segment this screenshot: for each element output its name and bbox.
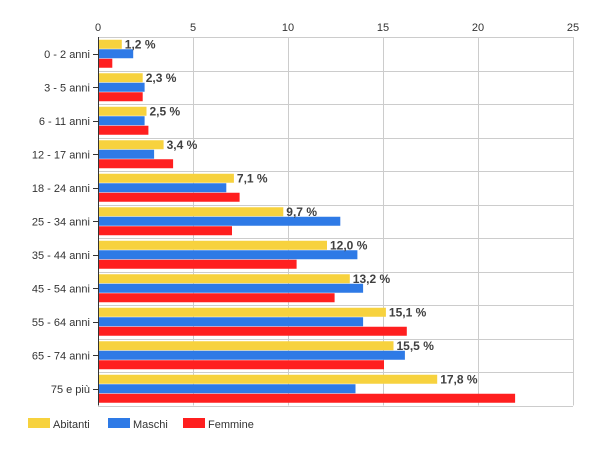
legend-label-femmine: Femmine: [208, 419, 254, 431]
bar-maschi: [99, 149, 155, 159]
bar-maschi: [99, 317, 364, 327]
legend-swatch-maschi: [108, 418, 130, 428]
data-label: 2,5 %: [150, 104, 181, 118]
bar-femmine: [99, 58, 113, 68]
data-label: 9,7 %: [286, 205, 317, 219]
bar-abitanti: [99, 374, 438, 384]
bar-maschi: [99, 250, 358, 260]
bar-maschi: [99, 283, 364, 293]
bar-femmine: [99, 125, 149, 135]
data-label: 1,2 %: [125, 37, 156, 51]
legend-label-maschi: Maschi: [133, 419, 168, 431]
grid: [98, 37, 574, 407]
category-label: 55 - 64 anni: [32, 317, 90, 329]
bar-femmine: [99, 360, 384, 370]
bar-femmine: [99, 226, 232, 236]
data-label: 15,1 %: [389, 305, 427, 319]
bar-maschi: [99, 116, 145, 126]
bar-maschi: [99, 49, 134, 59]
category-label: 0 - 2 anni: [44, 49, 90, 61]
bar-abitanti: [99, 207, 284, 217]
bar-femmine: [99, 92, 143, 102]
x-tick-label: 0: [95, 22, 101, 34]
legend-swatch-abitanti: [28, 418, 50, 428]
bar-abitanti: [99, 341, 394, 351]
bar-maschi: [99, 183, 227, 193]
data-label: 7,1 %: [237, 171, 268, 185]
axes: 0 5 10 15 20 25 0 - 2 anni 3 - 5 anni 6 - 11 ann…: [32, 22, 579, 406]
category-label: 12 - 17 anni: [32, 149, 90, 161]
data-label: 3,4 %: [167, 138, 198, 152]
bar-abitanti: [99, 106, 147, 116]
bar-abitanti: [99, 173, 234, 183]
x-tick-label: 15: [377, 22, 389, 34]
data-label: 15,5 %: [397, 339, 435, 353]
bar-abitanti: [99, 39, 122, 49]
bar-femmine: [99, 293, 335, 303]
category-label: 3 - 5 anni: [44, 82, 90, 94]
data-label: 2,3 %: [146, 71, 177, 85]
legend-swatch-femmine: [183, 418, 205, 428]
bar-femmine: [99, 192, 240, 202]
category-label: 6 - 11 anni: [39, 116, 90, 128]
bar-abitanti: [99, 307, 386, 317]
x-tick-label: 20: [472, 22, 484, 34]
x-tick-label: 10: [282, 22, 294, 34]
bar-femmine: [99, 259, 297, 269]
data-label: 17,8 %: [440, 372, 478, 386]
category-label: 75 e più: [51, 384, 90, 396]
data-label: 13,2 %: [353, 272, 391, 286]
bar-maschi: [99, 82, 145, 92]
bar-abitanti: [99, 73, 143, 83]
bar-abitanti: [99, 240, 327, 250]
data-label: 12,0 %: [330, 238, 368, 252]
bar-femmine: [99, 393, 516, 403]
bar-femmine: [99, 159, 174, 169]
legend: Abitanti Maschi Femmine: [28, 418, 254, 431]
category-label: 35 - 44 anni: [32, 250, 90, 262]
bar-maschi: [99, 216, 341, 226]
x-tick-label: 5: [190, 22, 196, 34]
bar-maschi: [99, 384, 356, 394]
legend-label-abitanti: Abitanti: [53, 419, 90, 431]
bar-maschi: [99, 350, 405, 360]
category-label: 45 - 54 anni: [32, 283, 90, 295]
category-label: 18 - 24 anni: [32, 183, 90, 195]
category-label: 65 - 74 anni: [32, 350, 90, 362]
bar-abitanti: [99, 274, 350, 284]
x-tick-label: 25: [567, 22, 579, 34]
bars: [99, 39, 516, 403]
bar-femmine: [99, 326, 407, 336]
data-labels: 1,2 % 2,3 % 2,5 % 3,4 % 7,1 % 9,7 % 12,0 % 13,2…: [125, 37, 478, 386]
bar-abitanti: [99, 140, 164, 150]
category-label: 25 - 34 anni: [32, 216, 90, 228]
